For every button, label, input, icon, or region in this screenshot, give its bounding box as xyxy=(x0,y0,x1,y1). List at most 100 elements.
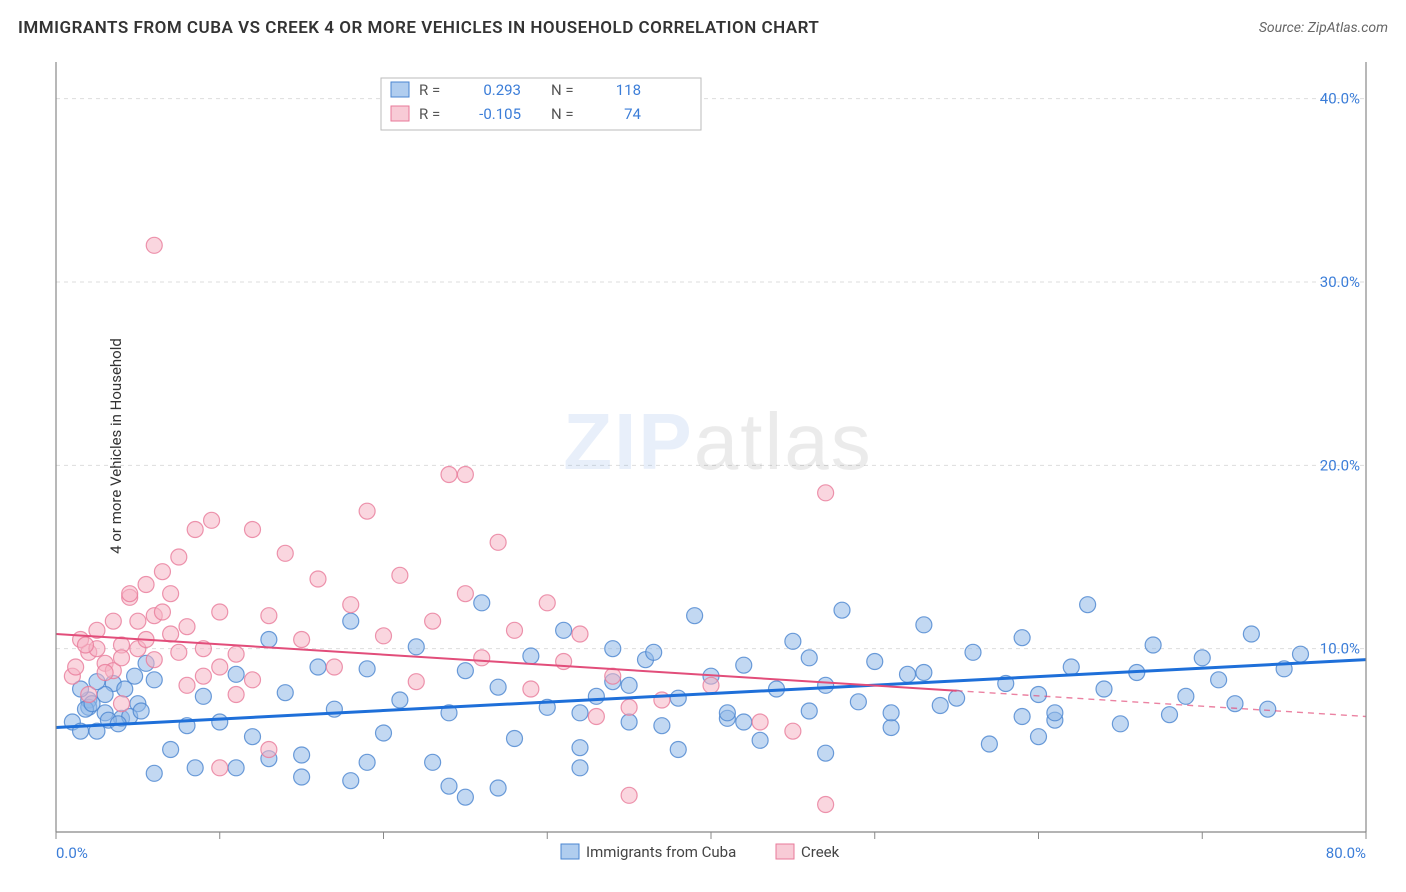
data-point xyxy=(719,705,735,721)
data-point xyxy=(883,705,899,721)
data-point xyxy=(441,467,457,483)
data-point xyxy=(154,564,170,580)
data-point xyxy=(572,705,588,721)
data-point xyxy=(212,760,228,776)
data-point xyxy=(1096,681,1112,697)
data-point xyxy=(752,714,768,730)
data-point xyxy=(122,586,138,602)
data-point xyxy=(965,644,981,660)
x-tick-label: 80.0% xyxy=(1326,844,1366,862)
data-point xyxy=(277,545,293,561)
y-tick-label: 10.0% xyxy=(1320,640,1360,658)
data-point xyxy=(228,646,244,662)
data-point xyxy=(736,657,752,673)
data-point xyxy=(834,602,850,618)
data-point xyxy=(1014,709,1030,725)
data-point xyxy=(154,604,170,620)
data-point xyxy=(1162,707,1178,723)
data-point xyxy=(392,692,408,708)
data-point xyxy=(1211,672,1227,688)
y-tick-label: 20.0% xyxy=(1320,456,1360,474)
data-point xyxy=(932,698,948,714)
data-point xyxy=(867,654,883,670)
data-point xyxy=(523,648,539,664)
data-point xyxy=(1014,630,1030,646)
data-point xyxy=(883,720,899,736)
stat-n-label: N = xyxy=(551,105,574,123)
data-point xyxy=(785,633,801,649)
data-point xyxy=(621,677,637,693)
data-point xyxy=(81,687,97,703)
data-point xyxy=(1178,688,1194,704)
data-point xyxy=(408,674,424,690)
bottom-legend-swatch xyxy=(776,844,794,859)
data-point xyxy=(605,641,621,657)
data-point xyxy=(588,709,604,725)
data-point xyxy=(343,613,359,629)
data-point xyxy=(77,637,93,653)
data-point xyxy=(133,703,149,719)
data-point xyxy=(376,628,392,644)
data-point xyxy=(310,659,326,675)
data-point xyxy=(114,696,130,712)
data-point xyxy=(523,681,539,697)
data-point xyxy=(1031,687,1047,703)
data-point xyxy=(752,732,768,748)
data-point xyxy=(171,549,187,565)
data-point xyxy=(850,694,866,710)
data-point xyxy=(294,747,310,763)
data-point xyxy=(1080,597,1096,613)
data-point xyxy=(654,718,670,734)
bottom-legend-swatch xyxy=(561,844,579,859)
y-tick-label: 40.0% xyxy=(1320,90,1360,108)
data-point xyxy=(474,595,490,611)
data-point xyxy=(1112,716,1128,732)
data-point xyxy=(195,688,211,704)
data-point xyxy=(294,769,310,785)
stat-n-value: 74 xyxy=(624,105,641,123)
stat-r-label: R = xyxy=(419,81,440,99)
data-point xyxy=(818,485,834,501)
data-point xyxy=(1293,646,1309,662)
data-point xyxy=(245,672,261,688)
data-point xyxy=(572,740,588,756)
legend-swatch xyxy=(391,82,409,97)
data-point xyxy=(457,663,473,679)
chart-title: IMMIGRANTS FROM CUBA VS CREEK 4 OR MORE … xyxy=(18,18,819,38)
data-point xyxy=(359,661,375,677)
x-tick-label: 0.0% xyxy=(56,844,88,862)
y-tick-label: 30.0% xyxy=(1320,273,1360,291)
data-point xyxy=(1063,659,1079,675)
stat-n-label: N = xyxy=(551,81,574,99)
data-point xyxy=(670,690,686,706)
data-point xyxy=(457,789,473,805)
data-point xyxy=(425,613,441,629)
data-point xyxy=(179,677,195,693)
data-point xyxy=(490,679,506,695)
data-point xyxy=(212,659,228,675)
data-point xyxy=(163,586,179,602)
data-point xyxy=(392,567,408,583)
data-point xyxy=(1194,650,1210,666)
data-point xyxy=(949,690,965,706)
data-point xyxy=(359,754,375,770)
data-point xyxy=(670,742,686,758)
data-point xyxy=(1243,626,1259,642)
data-point xyxy=(425,754,441,770)
data-point xyxy=(1145,637,1161,653)
data-point xyxy=(114,650,130,666)
data-point xyxy=(588,688,604,704)
data-point xyxy=(146,672,162,688)
data-point xyxy=(801,650,817,666)
data-point xyxy=(646,644,662,660)
data-point xyxy=(785,723,801,739)
data-point xyxy=(1047,705,1063,721)
data-point xyxy=(310,571,326,587)
data-point xyxy=(474,650,490,666)
data-point xyxy=(130,613,146,629)
data-point xyxy=(179,619,195,635)
data-point xyxy=(441,778,457,794)
data-point xyxy=(408,639,424,655)
chart-area: ZIPatlas 10.0%20.0%30.0%40.0%0.0%80.0%R … xyxy=(48,50,1388,852)
data-point xyxy=(1031,729,1047,745)
